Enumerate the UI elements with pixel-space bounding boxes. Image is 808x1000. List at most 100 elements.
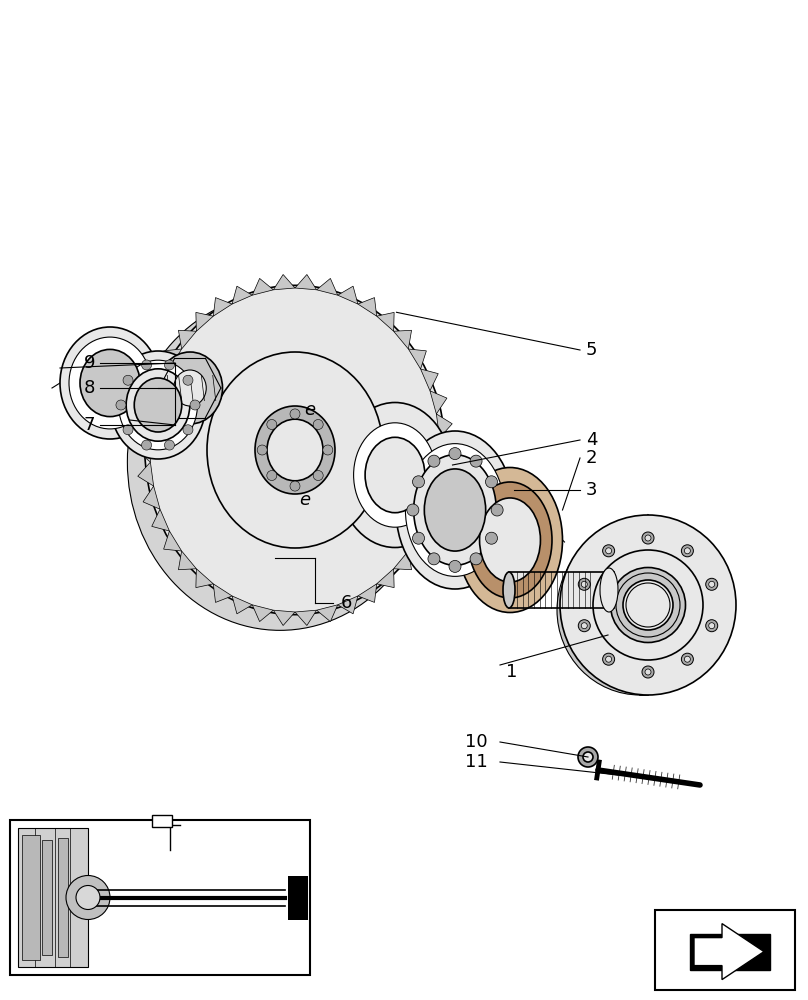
Circle shape (684, 548, 690, 554)
Circle shape (486, 476, 498, 488)
Polygon shape (377, 312, 394, 331)
Polygon shape (152, 369, 170, 391)
Circle shape (470, 455, 482, 467)
Ellipse shape (119, 360, 197, 450)
Circle shape (681, 653, 693, 665)
Ellipse shape (406, 444, 504, 576)
Ellipse shape (623, 580, 673, 630)
Bar (10, 820, 310, 975)
Text: e: e (300, 491, 310, 509)
Text: 10: 10 (465, 733, 488, 751)
Ellipse shape (69, 337, 151, 429)
Circle shape (183, 375, 193, 385)
Text: 3: 3 (586, 481, 597, 499)
Ellipse shape (414, 455, 496, 565)
Circle shape (407, 504, 419, 516)
Text: 9: 9 (83, 354, 95, 372)
Circle shape (290, 481, 300, 491)
Circle shape (606, 656, 612, 662)
Ellipse shape (338, 402, 452, 548)
Text: 11: 11 (465, 753, 488, 771)
Ellipse shape (255, 406, 335, 494)
Circle shape (290, 409, 300, 419)
Ellipse shape (600, 568, 618, 612)
Circle shape (141, 360, 152, 370)
Ellipse shape (158, 352, 222, 424)
Circle shape (705, 578, 718, 590)
Circle shape (645, 535, 651, 541)
Circle shape (428, 553, 440, 565)
Circle shape (449, 448, 461, 460)
Ellipse shape (76, 886, 100, 910)
Polygon shape (138, 462, 154, 486)
Ellipse shape (174, 370, 206, 406)
Bar (42, 840, 52, 955)
Circle shape (413, 532, 424, 544)
Bar (58, 838, 68, 957)
Polygon shape (143, 391, 160, 414)
Polygon shape (179, 551, 196, 570)
Polygon shape (196, 312, 213, 331)
Circle shape (314, 471, 323, 481)
Ellipse shape (578, 747, 598, 767)
Polygon shape (393, 330, 411, 349)
Polygon shape (295, 274, 317, 290)
Circle shape (323, 445, 333, 455)
Polygon shape (377, 569, 394, 588)
Polygon shape (252, 605, 273, 622)
Text: 7: 7 (83, 416, 95, 434)
Polygon shape (295, 610, 317, 626)
Circle shape (606, 548, 612, 554)
Ellipse shape (134, 378, 182, 432)
Polygon shape (213, 584, 232, 602)
Polygon shape (273, 610, 295, 626)
Circle shape (165, 360, 175, 370)
Circle shape (123, 375, 133, 385)
Polygon shape (138, 414, 154, 438)
Polygon shape (136, 438, 150, 462)
Circle shape (314, 419, 323, 429)
Ellipse shape (480, 498, 541, 582)
Polygon shape (694, 924, 764, 980)
Circle shape (165, 440, 175, 450)
Ellipse shape (111, 351, 205, 459)
Polygon shape (358, 584, 377, 602)
Circle shape (491, 504, 503, 516)
Polygon shape (164, 349, 182, 369)
Polygon shape (393, 551, 411, 570)
Text: 2: 2 (586, 449, 597, 467)
Ellipse shape (468, 482, 552, 598)
Polygon shape (196, 569, 213, 588)
Ellipse shape (424, 469, 486, 551)
Ellipse shape (457, 468, 562, 612)
Circle shape (645, 669, 651, 675)
Polygon shape (152, 509, 170, 531)
Polygon shape (690, 934, 770, 970)
Polygon shape (213, 298, 232, 316)
Polygon shape (317, 605, 338, 622)
Ellipse shape (365, 437, 425, 513)
Circle shape (709, 581, 715, 587)
Text: 6: 6 (341, 594, 352, 612)
Polygon shape (143, 486, 160, 509)
Circle shape (190, 400, 200, 410)
Circle shape (642, 666, 654, 678)
Polygon shape (430, 391, 447, 414)
Ellipse shape (66, 876, 110, 920)
Ellipse shape (593, 550, 703, 660)
Ellipse shape (126, 369, 190, 441)
Polygon shape (338, 286, 358, 304)
Bar (22, 835, 40, 960)
Polygon shape (421, 509, 438, 531)
Polygon shape (358, 298, 377, 316)
Polygon shape (408, 349, 427, 369)
Circle shape (681, 545, 693, 557)
Ellipse shape (583, 752, 593, 762)
Polygon shape (232, 286, 252, 304)
Text: 4: 4 (586, 431, 597, 449)
Circle shape (579, 620, 591, 632)
Circle shape (267, 419, 277, 429)
Circle shape (267, 471, 277, 481)
Ellipse shape (60, 327, 160, 439)
Ellipse shape (80, 349, 140, 417)
